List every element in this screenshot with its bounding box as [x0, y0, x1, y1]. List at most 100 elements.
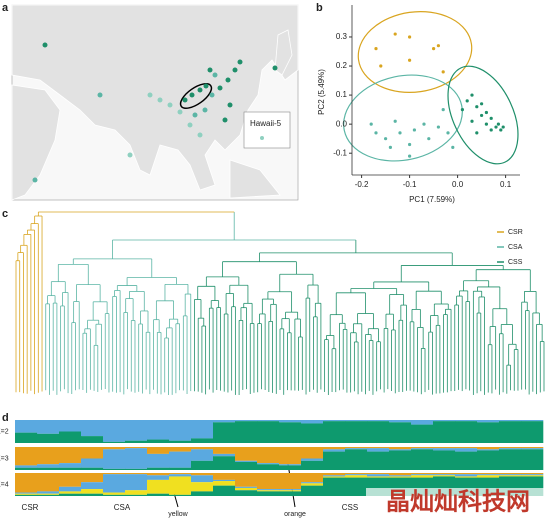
ancestry-segment: [345, 473, 368, 475]
ancestry-segment: [477, 420, 500, 423]
ancestry-segment: [411, 420, 434, 425]
point: [470, 93, 474, 97]
ancestry-segment: [323, 449, 346, 452]
ancestry-segment: [301, 485, 324, 496]
ancestry-segment: [279, 464, 302, 466]
ancestry-segment: [125, 420, 148, 441]
annotation: orange: [284, 511, 306, 518]
ancestry-segment: [125, 440, 148, 443]
group-label: CSA: [114, 503, 131, 512]
ancestry-segment: [213, 422, 236, 443]
ancestry-segment: [213, 485, 236, 496]
ancestry-segment: [411, 475, 434, 478]
ancestry-segment: [279, 489, 302, 491]
ancestry-segment: [389, 476, 412, 478]
land-eurasia: [11, 4, 299, 191]
ancestry-segment: [499, 447, 522, 449]
ancestry-segment: [37, 491, 60, 494]
ancestry-segment: [345, 475, 368, 478]
ancestry-segment: [125, 474, 148, 491]
sample-point: [217, 85, 223, 91]
ancestry-segment: [433, 474, 456, 476]
ancestry-segment: [235, 487, 258, 491]
point: [484, 122, 488, 126]
ancestry-segment: [169, 420, 192, 441]
point: [408, 142, 412, 147]
ancestry-segment: [15, 420, 38, 433]
ancestry-segment: [147, 447, 170, 454]
sample-point: [177, 109, 183, 115]
ancestry-segment: [125, 490, 148, 495]
ancestry-segment: [455, 451, 478, 470]
point: [465, 99, 469, 103]
x-tick-label: 0.0: [452, 180, 464, 189]
ancestry-segment: [521, 420, 544, 422]
ancestry-segment: [15, 493, 38, 495]
annotation: yellow: [168, 511, 188, 518]
legend-label: CSS: [508, 259, 523, 266]
sample-point: [232, 67, 238, 73]
ancestry-segment: [191, 475, 214, 483]
point: [496, 122, 500, 126]
y-tick-label: -0.1: [333, 148, 347, 157]
ancestry-segment: [15, 494, 38, 496]
land-islands: [229, 159, 281, 199]
x-tick-label: -0.1: [403, 180, 417, 189]
ancestry-segment: [37, 447, 60, 465]
ancestry-segment: [15, 447, 38, 466]
ancestry-segment: [169, 473, 192, 475]
y-tick-label: 0.0: [336, 119, 348, 128]
ancestry-segment: [301, 473, 324, 483]
ancestry-segment: [235, 473, 258, 487]
cluster-ring: [179, 83, 213, 109]
ancestry-segment: [499, 420, 522, 422]
point: [475, 131, 479, 135]
ancestry-segment: [59, 431, 82, 443]
ancestry-segment: [37, 493, 60, 495]
ancestry-segment: [191, 447, 214, 450]
point: [480, 113, 484, 118]
ancestry-segment: [521, 449, 544, 470]
ancestry-segment: [521, 474, 544, 476]
point: [475, 105, 479, 109]
ancestry-segment: [125, 468, 148, 470]
ancestry-segment: [279, 420, 302, 423]
ancestry-segment: [389, 447, 412, 450]
ancestry-segment: [37, 494, 60, 496]
ancestry-segment: [235, 486, 258, 488]
inset-box: [243, 111, 291, 149]
ancestry-segment: [499, 473, 522, 475]
sample-point: [187, 122, 193, 128]
ancestry-segment: [301, 458, 324, 461]
ancestry-segment: [213, 453, 236, 457]
ancestry-segment: [213, 481, 236, 486]
point: [408, 35, 412, 39]
sample-point: [202, 107, 208, 113]
ancestry-segment: [521, 448, 544, 450]
ancestry-segment: [433, 473, 456, 475]
ancestry-segment: [15, 492, 38, 494]
ancestry-segment: [81, 473, 104, 483]
panel-label: b: [316, 2, 323, 14]
ancestry-segment: [103, 449, 126, 469]
ancestry-segment: [59, 463, 82, 468]
ancestry-segment: [367, 421, 390, 443]
ancestry-segment: [411, 447, 434, 449]
ancestry-segment: [323, 420, 346, 422]
legend-label: CSR: [508, 229, 523, 236]
ancestry-segment: [257, 421, 280, 443]
ancestry-segment: [389, 422, 412, 443]
ancestry-segment: [389, 420, 412, 423]
point: [374, 46, 378, 51]
ancestry-segment: [301, 482, 324, 484]
ancestry-segment: [499, 421, 522, 443]
point: [501, 125, 505, 129]
ancestry-segment: [191, 491, 214, 496]
ancestry-segment: [15, 467, 38, 470]
ancestry-segment: [169, 451, 192, 468]
sample-point: [182, 97, 188, 103]
sample-point: [212, 72, 218, 78]
ancestry-segment: [477, 447, 500, 450]
ancestry-segment: [169, 467, 192, 470]
ancestry-segment: [235, 461, 258, 470]
